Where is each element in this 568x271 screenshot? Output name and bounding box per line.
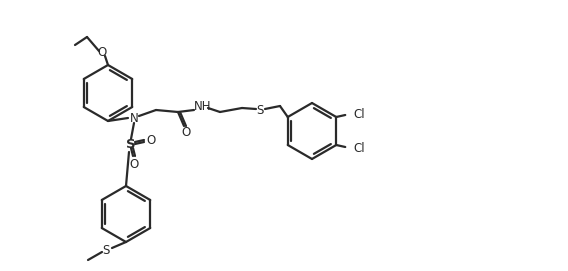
Text: O: O — [97, 47, 107, 60]
Text: O: O — [130, 157, 139, 170]
Text: Cl: Cl — [353, 108, 365, 121]
Text: Cl: Cl — [353, 141, 365, 154]
Text: O: O — [147, 134, 156, 147]
Text: N: N — [130, 111, 139, 124]
Text: S: S — [102, 244, 110, 257]
Text: NH: NH — [194, 101, 212, 114]
Text: S: S — [126, 137, 136, 150]
Text: O: O — [181, 125, 191, 138]
Text: S: S — [256, 104, 264, 117]
